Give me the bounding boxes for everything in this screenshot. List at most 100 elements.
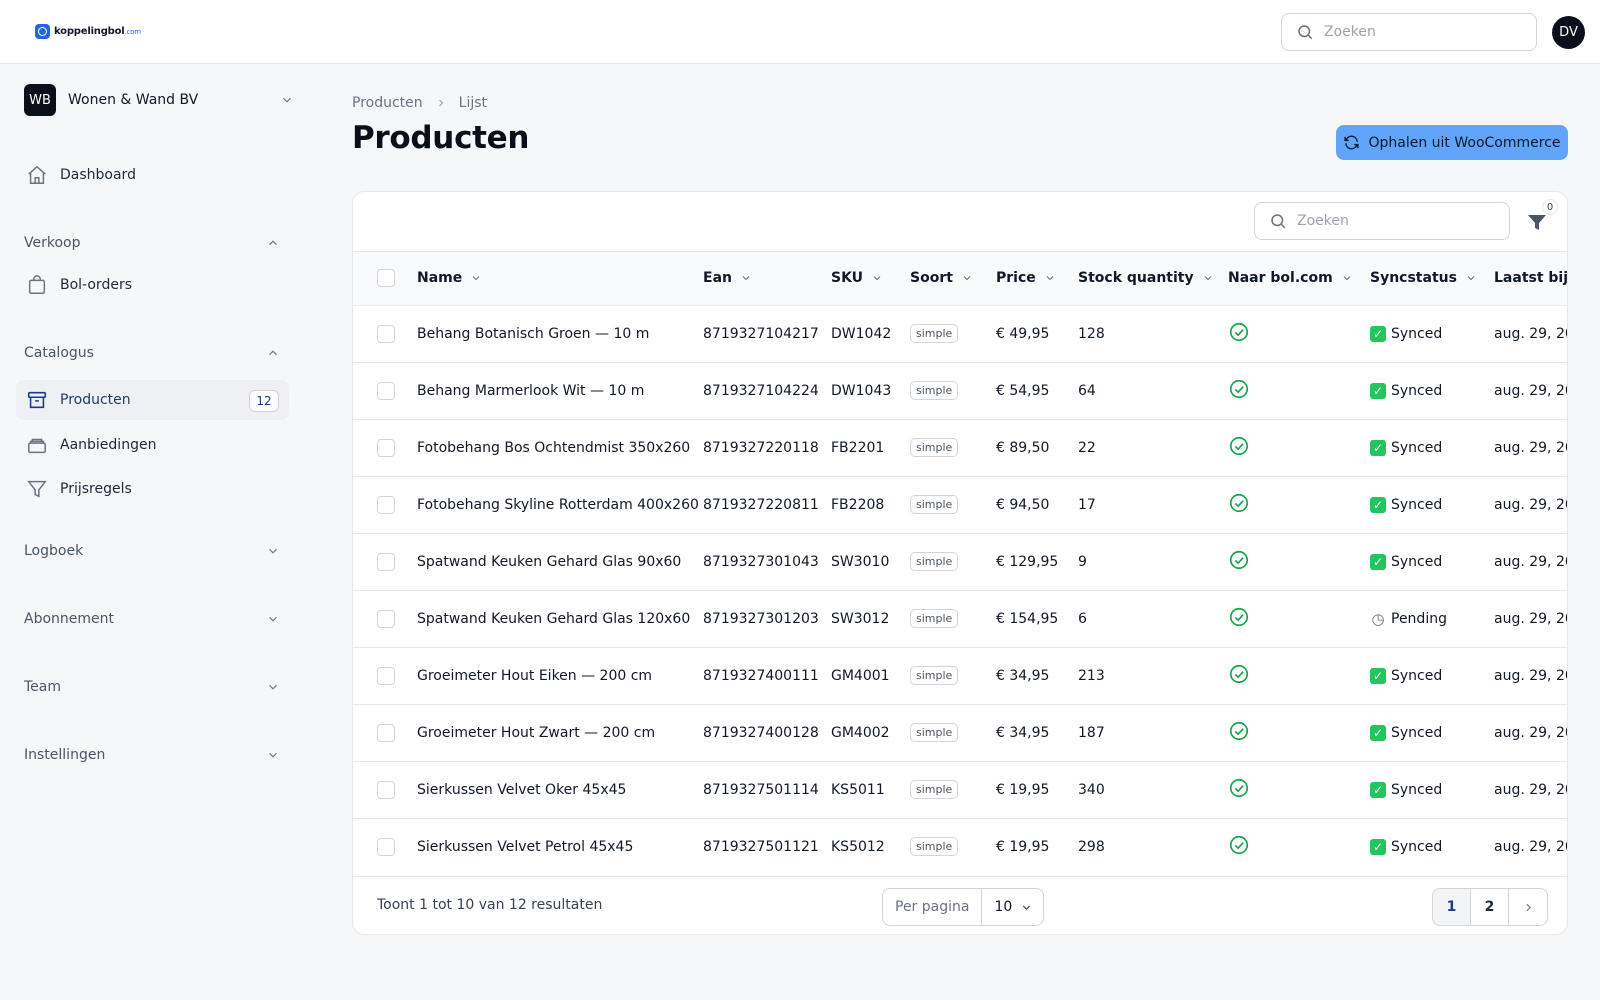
sidebar-item-producten[interactable]: Producten 12 — [16, 380, 289, 420]
column-header-naar-bol[interactable]: Naar bol.com — [1228, 252, 1370, 305]
check-circle-icon — [1229, 322, 1249, 341]
select-all-checkbox[interactable] — [377, 269, 395, 288]
cell-name[interactable]: Sierkussen Velvet Oker 45x45 — [417, 781, 627, 798]
table-row[interactable]: Behang Botanisch Groen — 10 m 87193271042… — [353, 305, 1567, 362]
search-icon — [1271, 214, 1286, 229]
row-checkbox[interactable] — [377, 723, 395, 742]
sidebar-item-label: Prijsregels — [60, 481, 132, 497]
per-page-value: 10 — [994, 899, 1013, 915]
user-avatar[interactable]: DV — [1552, 16, 1585, 49]
type-badge: simple — [910, 837, 959, 857]
global-search[interactable] — [1281, 13, 1537, 51]
filter-icon[interactable] — [1525, 210, 1549, 234]
cell-price: € 19,95 — [996, 838, 1050, 855]
cell-ean: 8719327501121 — [703, 838, 819, 855]
cell-stock: 187 — [1078, 724, 1105, 741]
sort-chevron-icon — [472, 276, 480, 281]
cell-updated: aug. 29, 2025 — [1494, 838, 1567, 855]
cell-ean: 8719327301203 — [703, 610, 819, 627]
checkmark-icon: ✓ — [1370, 724, 1386, 741]
column-header-stock[interactable]: Stock quantity — [1078, 252, 1228, 305]
column-header-sku[interactable]: SKU — [831, 252, 910, 305]
sync-status-label: Synced — [1391, 553, 1443, 570]
breadcrumb-item-lijst[interactable]: Lijst — [458, 95, 488, 111]
next-page-button[interactable] — [1509, 889, 1547, 925]
table-row[interactable]: Fotobehang Skyline Rotterdam 400x260 8719… — [353, 476, 1567, 533]
sync-status: ✓ Synced — [1370, 781, 1494, 798]
sync-status-label: Synced — [1391, 781, 1443, 798]
cell-stock: 22 — [1078, 439, 1096, 456]
cell-stock: 128 — [1078, 325, 1105, 342]
chevron-down-icon — [269, 616, 277, 622]
cell-ean: 8719327301043 — [703, 553, 819, 570]
cell-name[interactable]: Groeimeter Hout Eiken — 200 cm — [417, 667, 653, 684]
cell-name[interactable]: Behang Botanisch Groen — 10 m — [417, 325, 650, 342]
sidebar-item-dashboard[interactable]: Dashboard — [16, 155, 289, 195]
column-header-syncstatus[interactable]: Syncstatus — [1370, 252, 1494, 305]
table-row[interactable]: Groeimeter Hout Zwart — 200 cm 8719327400… — [353, 704, 1567, 761]
chevron-down-icon — [269, 752, 277, 758]
global-search-input[interactable] — [1324, 24, 1504, 40]
brand-logo[interactable]: koppelingbol.com — [35, 24, 141, 39]
breadcrumb-item-producten[interactable]: Producten — [352, 95, 423, 111]
table-row[interactable]: Sierkussen Velvet Petrol 45x45 8719327501… — [353, 818, 1567, 875]
column-header-price[interactable]: Price — [996, 252, 1078, 305]
table-row[interactable]: Spatwand Keuken Gehard Glas 90x60 8719327… — [353, 533, 1567, 590]
nav-group-verkoop[interactable]: Verkoop — [24, 228, 280, 258]
sidebar-item-label: Bol-orders — [60, 277, 132, 293]
cell-name[interactable]: Fotobehang Bos Ochtendmist 350x260 — [417, 439, 691, 456]
cell-name[interactable]: Spatwand Keuken Gehard Glas 120x60 — [417, 610, 691, 627]
sidebar-item-prijsregels[interactable]: Prijsregels — [16, 469, 289, 509]
cell-name[interactable]: Sierkussen Velvet Petrol 45x45 — [417, 838, 634, 855]
column-header-name[interactable]: Name — [417, 252, 703, 305]
table-search-input[interactable] — [1297, 213, 1477, 229]
per-page-select[interactable]: 10 — [982, 899, 1043, 915]
cell-stock: 298 — [1078, 838, 1105, 855]
cell-stock: 213 — [1078, 667, 1105, 684]
cell-price: € 34,95 — [996, 667, 1050, 684]
table-row[interactable]: Groeimeter Hout Eiken — 200 cm 8719327400… — [353, 647, 1567, 704]
column-header-laatst-bijgewerkt[interactable]: Laatst bijgewerkt — [1494, 252, 1567, 305]
cell-stock: 340 — [1078, 781, 1105, 798]
table-search[interactable] — [1254, 202, 1510, 240]
table-row[interactable]: Fotobehang Bos Ochtendmist 350x260 871932… — [353, 419, 1567, 476]
cell-price: € 129,95 — [996, 553, 1059, 570]
org-switcher[interactable]: WB Wonen & Wand BV — [24, 84, 294, 116]
table-row[interactable]: Behang Marmerlook Wit — 10 m 871932710422… — [353, 362, 1567, 419]
check-circle-icon — [1229, 778, 1249, 797]
column-header-ean[interactable]: Ean — [703, 252, 831, 305]
row-checkbox[interactable] — [377, 837, 395, 856]
cell-sku: FB2208 — [831, 496, 885, 513]
nav-group-instellingen[interactable]: Instellingen — [24, 740, 280, 770]
row-checkbox[interactable] — [377, 438, 395, 457]
column-header-soort[interactable]: Soort — [910, 252, 996, 305]
cell-name[interactable]: Fotobehang Skyline Rotterdam 400x260 — [417, 496, 699, 513]
page-button-1[interactable]: 1 — [1433, 889, 1471, 925]
cell-name[interactable]: Behang Marmerlook Wit — 10 m — [417, 382, 645, 399]
sort-chevron-icon — [1467, 276, 1475, 281]
stack-icon — [26, 434, 48, 456]
row-checkbox[interactable] — [377, 381, 395, 400]
sidebar-item-bol-orders[interactable]: Bol-orders — [16, 265, 289, 305]
cell-name[interactable]: Groeimeter Hout Zwart — 200 cm — [417, 724, 656, 741]
sidebar-item-aanbiedingen[interactable]: Aanbiedingen — [16, 425, 289, 465]
cell-updated: aug. 29, 2025 — [1494, 610, 1567, 627]
row-checkbox[interactable] — [377, 324, 395, 343]
row-checkbox[interactable] — [377, 552, 395, 571]
row-checkbox[interactable] — [377, 780, 395, 799]
nav-group-abonnement[interactable]: Abonnement — [24, 604, 280, 634]
fetch-woocommerce-button[interactable]: Ophalen uit WooCommerce — [1336, 125, 1568, 160]
logo-mark-icon — [35, 24, 50, 39]
nav-group-catalogus[interactable]: Catalogus — [24, 338, 280, 368]
sidebar-item-label: Aanbiedingen — [60, 437, 157, 453]
cell-name[interactable]: Spatwand Keuken Gehard Glas 90x60 — [417, 553, 682, 570]
nav-group-logboek[interactable]: Logboek — [24, 536, 280, 566]
row-checkbox[interactable] — [377, 609, 395, 628]
table-row[interactable]: Sierkussen Velvet Oker 45x45 871932750111… — [353, 761, 1567, 818]
nav-group-team[interactable]: Team — [24, 672, 280, 702]
row-checkbox[interactable] — [377, 666, 395, 685]
table-row[interactable]: Spatwand Keuken Gehard Glas 120x60 871932… — [353, 590, 1567, 647]
page-button-2[interactable]: 2 — [1471, 889, 1509, 925]
sort-chevron-icon — [1204, 276, 1211, 281]
row-checkbox[interactable] — [377, 495, 395, 514]
